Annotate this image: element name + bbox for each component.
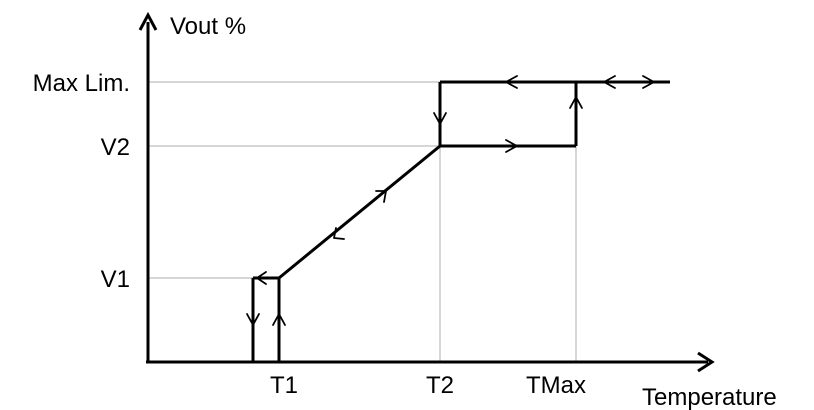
arrow-up-tmax: [569, 96, 583, 109]
arrow-down-t1: [246, 313, 260, 326]
x-tick-tmax: TMax: [526, 372, 586, 399]
y-label-v1: V1: [101, 266, 130, 293]
arrow-down-t2: [433, 112, 447, 125]
y-label-max-lim: Max Lim.: [33, 70, 130, 97]
y-axis-arrowhead: [138, 11, 158, 31]
arrow-left-v1: [256, 271, 267, 285]
arrow-right-max-lim: [642, 75, 655, 89]
arrow-right-v2: [505, 139, 518, 153]
x-tick-t2: T2: [426, 372, 454, 399]
arrow-down-ramp: [333, 227, 345, 240]
ramp-v1-v2: [278, 144, 441, 280]
x-axis-arrowhead: [697, 351, 715, 373]
arrow-left-max-lim-right: [603, 75, 616, 89]
arrow-left-max-lim: [505, 75, 518, 89]
y-label-v2: V2: [101, 134, 130, 161]
x-tick-t1: T1: [270, 372, 298, 399]
arrow-up-t1: [272, 313, 286, 326]
y-axis-label: Vout %: [170, 13, 246, 40]
arrow-up-ramp: [375, 190, 387, 203]
x-axis-label: Temperature: [642, 384, 777, 410]
